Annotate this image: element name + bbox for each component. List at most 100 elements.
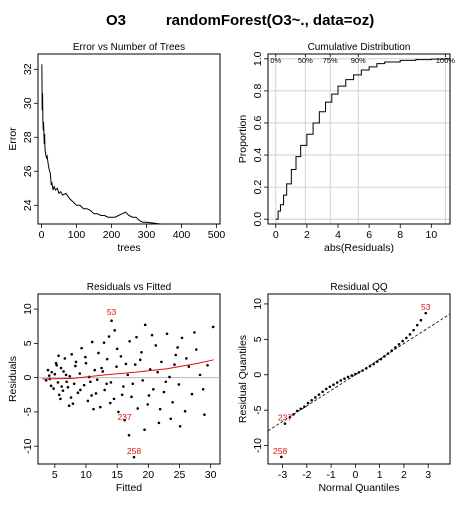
qq-point-36 — [412, 328, 415, 332]
qq-point-28 — [383, 355, 386, 358]
resid-point-90 — [131, 382, 135, 386]
qq-point-12 — [324, 387, 328, 391]
resid-point-70 — [190, 392, 194, 396]
qq-x-tick-label-6: 3 — [425, 469, 431, 481]
resid-point-107 — [92, 407, 95, 411]
qq-point-9 — [314, 396, 317, 399]
qq-point-22 — [361, 369, 364, 372]
qq-x-tick-label-5: 2 — [401, 469, 407, 481]
qq-point-8 — [310, 398, 313, 402]
error-x-tick-label-0: 0 — [39, 229, 45, 241]
resid-point-39 — [110, 319, 113, 323]
error-y-tick-label-1: 26 — [22, 165, 34, 177]
resid-point-51 — [136, 407, 140, 410]
resid-point-83 — [84, 355, 87, 359]
resid-point-104 — [102, 341, 106, 344]
resid-point-18 — [72, 382, 76, 386]
resid-data-layer — [38, 319, 220, 459]
cdf-x-tick-label-5: 10 — [425, 229, 437, 241]
figure-title-right: randomForest(O3~., data=oz) — [166, 12, 374, 29]
qq-x-tick-label-0: -3 — [278, 469, 287, 481]
resid-point-95 — [173, 363, 176, 366]
qq-point-3 — [292, 413, 295, 416]
qq-point-33 — [401, 339, 404, 343]
qq-reference-line — [268, 313, 450, 432]
resid-point-57 — [152, 387, 155, 391]
resid-point-36 — [105, 357, 109, 361]
resid-point-61 — [162, 390, 166, 394]
resid-point-4 — [56, 381, 60, 384]
resid-smooth-line — [42, 359, 214, 380]
qq-point-7 — [306, 401, 310, 405]
resid-point-26 — [86, 399, 90, 403]
qq-point-18 — [346, 375, 350, 379]
qq-y-axis-label: Residual Quantiles — [237, 335, 249, 423]
cdf-x-tick-label-3: 6 — [366, 229, 372, 241]
resid-point-59 — [157, 421, 161, 425]
resid-point-100 — [169, 417, 173, 421]
resid-point-7 — [61, 389, 65, 392]
resid-point-65 — [174, 353, 178, 357]
qq-y-tick-label-1: -5 — [252, 405, 264, 414]
residuals-vs-fitted-panel: Residuals vs Fitted 5 10 15 20 25 30 -10 -5 0 5 10 F… — [7, 282, 221, 494]
cdf-top-tick-label-2: 75% — [323, 56, 338, 65]
qq-point-39 — [424, 311, 428, 315]
resid-panel-title: Residuals vs Fitted — [87, 282, 171, 293]
resid-point-84 — [89, 380, 92, 384]
error-y-tick-label-3: 30 — [22, 97, 34, 109]
cdf-y-tick-label-0: 0.0 — [252, 212, 264, 227]
cdf-y-tick-label-5: 1.0 — [252, 51, 264, 66]
resid-y-axis-label: Residuals — [7, 356, 19, 402]
qq-point-24 — [368, 364, 372, 368]
qq-point-21 — [357, 370, 361, 374]
resid-x-axis-label: Fitted — [116, 482, 142, 494]
resid-point-62 — [165, 332, 169, 336]
resid-point-96 — [185, 357, 188, 360]
qq-x-tick-label-4: 1 — [377, 469, 383, 481]
qq-y-tick-label-3: 5 — [252, 336, 264, 342]
resid-y-tick-label-2: 0 — [22, 375, 34, 381]
resid-point-20 — [76, 391, 80, 395]
qq-x-tick-label-3: 0 — [352, 469, 358, 481]
qq-x-tick-label-1: -2 — [302, 469, 311, 481]
resid-point-31 — [95, 378, 99, 381]
resid-y-tick-label-0: -10 — [22, 438, 34, 453]
cdf-y-tick-label-2: 0.4 — [252, 148, 264, 163]
resid-point-41 — [115, 365, 118, 368]
cdf-y-axis-label: Proportion — [237, 115, 249, 164]
resid-point-29 — [90, 394, 93, 397]
resid-point-114 — [206, 363, 209, 367]
resid-x-tick-label-5: 30 — [205, 469, 217, 481]
error-x-tick-label-2: 200 — [103, 229, 121, 241]
qq-y-tick-label-2: 0 — [252, 372, 264, 378]
cdf-y-tick-label-4: 0.8 — [252, 83, 264, 98]
cdf-step-line — [275, 58, 450, 220]
qq-point-17 — [343, 377, 346, 380]
resid-point-97 — [201, 387, 205, 391]
qq-point-30 — [390, 349, 394, 352]
error-plot-frame — [37, 53, 221, 225]
resid-point-40 — [112, 397, 116, 401]
resid-point-10 — [57, 393, 61, 397]
resid-point-111 — [158, 407, 162, 411]
error-vs-trees-panel: Error vs Number of Trees 0 100 200 300 400 500… — [7, 42, 225, 254]
resid-point-106 — [71, 402, 75, 405]
qq-point-19 — [350, 374, 354, 377]
error-y-axis-label: Error — [7, 127, 19, 151]
resid-point-113 — [193, 331, 196, 334]
resid-x-tick-label-2: 15 — [111, 469, 123, 481]
resid-point-94 — [164, 380, 168, 384]
resid-point-25 — [84, 361, 88, 365]
resid-outlier-label-0: 53 — [107, 307, 117, 317]
resid-point-98 — [127, 433, 131, 437]
cdf-panel-title: Cumulative Distribution — [308, 42, 411, 53]
resid-point-91 — [140, 350, 143, 354]
resid-point-105 — [57, 354, 60, 357]
resid-point-30 — [93, 368, 97, 372]
resid-point-66 — [177, 383, 181, 386]
resid-point-99 — [143, 428, 146, 432]
resid-point-17 — [59, 397, 62, 401]
qq-y-tick-label-0: -10 — [252, 438, 264, 453]
error-y-tick-label-2: 28 — [22, 131, 34, 143]
